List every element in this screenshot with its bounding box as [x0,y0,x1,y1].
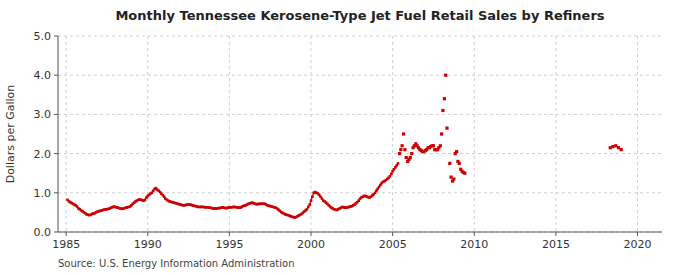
point [463,172,466,175]
point [449,176,452,179]
grid [58,36,662,232]
y-axis-line [58,36,59,232]
tick-label-y: 5.0 [34,30,52,43]
point [144,199,147,202]
tick-label-y: 1.0 [34,187,52,200]
y-axis-label: Dollars per Gallon [4,85,17,184]
tick-y [54,36,58,37]
plot-data [66,74,623,219]
tick-x [637,232,638,236]
tick-y [54,114,58,115]
grid-line-y [58,232,662,233]
tick-x [147,232,148,236]
grid-line-x [229,36,230,232]
point [432,144,435,147]
grid-line-x [147,36,148,232]
tick-x [474,232,475,236]
point [397,162,400,165]
point [452,177,455,180]
point [441,109,444,112]
series-0 [66,162,399,219]
tick-x [555,232,556,236]
tick-label-x: 2010 [460,238,488,251]
tick-label-y: 0.0 [34,226,52,239]
tick-x [311,232,312,236]
point [307,206,310,209]
tick-y [54,192,58,193]
point [458,162,461,165]
point [439,144,442,147]
point [308,203,311,206]
point [399,148,402,151]
title: Monthly Tennessee Kerosene-Type Jet Fuel… [115,8,604,23]
tick-label-y: 3.0 [34,108,52,121]
tick-y [54,75,58,76]
point [402,132,405,135]
axes: 0.0 1.0 2.0 3.0 4.0 5.0 1985 1990 1995 2000 2005 20… [34,30,663,251]
tick-label-y: 2.0 [34,148,52,161]
point [409,156,412,159]
tick-label-x: 1995 [215,238,243,251]
point [444,74,447,77]
series-1 [398,74,466,183]
point [620,148,623,151]
tick-label-x: 2005 [379,238,407,251]
point [390,173,393,176]
point [455,150,458,153]
x-axis-line [58,232,662,233]
grid-line-x [555,36,556,232]
point [448,162,451,165]
tick-y [54,153,58,154]
grid-line-y [58,75,662,76]
line [67,163,398,217]
point [405,156,408,159]
grid-line-y [58,36,662,37]
grid-line-x [392,36,393,232]
tick-label-x: 1990 [134,238,162,251]
point [617,146,620,149]
tick-label-y: 4.0 [34,69,52,82]
point [611,145,614,148]
point [403,148,406,151]
grid-line-y [58,153,662,154]
point [311,195,314,198]
point [401,144,404,147]
tick-x [392,232,393,236]
chart: 0.0 1.0 2.0 3.0 4.0 5.0 1985 1990 1995 2000 2005 20… [0,0,675,275]
tick-label-x: 1985 [52,238,80,251]
point [609,146,612,149]
grid-line-y [58,114,662,115]
series-2 [609,144,623,151]
tick-label-x: 2020 [624,238,652,251]
tick-y [54,232,58,233]
point [398,152,401,155]
tick-label-x: 2000 [297,238,325,251]
grid-line-y [58,192,662,193]
grid-line-x [637,36,638,232]
tick-x [66,232,67,236]
annotation: Source: U.S. Energy Information Administ… [58,258,295,269]
grid-line-x [66,36,67,232]
point [445,127,448,130]
point [410,152,413,155]
grid-line-x [474,36,475,232]
point [443,97,446,100]
point [306,208,309,211]
point [310,199,313,202]
tick-x [229,232,230,236]
background [0,0,675,275]
point [440,132,443,135]
tick-label-x: 2015 [542,238,570,251]
point [389,175,392,178]
